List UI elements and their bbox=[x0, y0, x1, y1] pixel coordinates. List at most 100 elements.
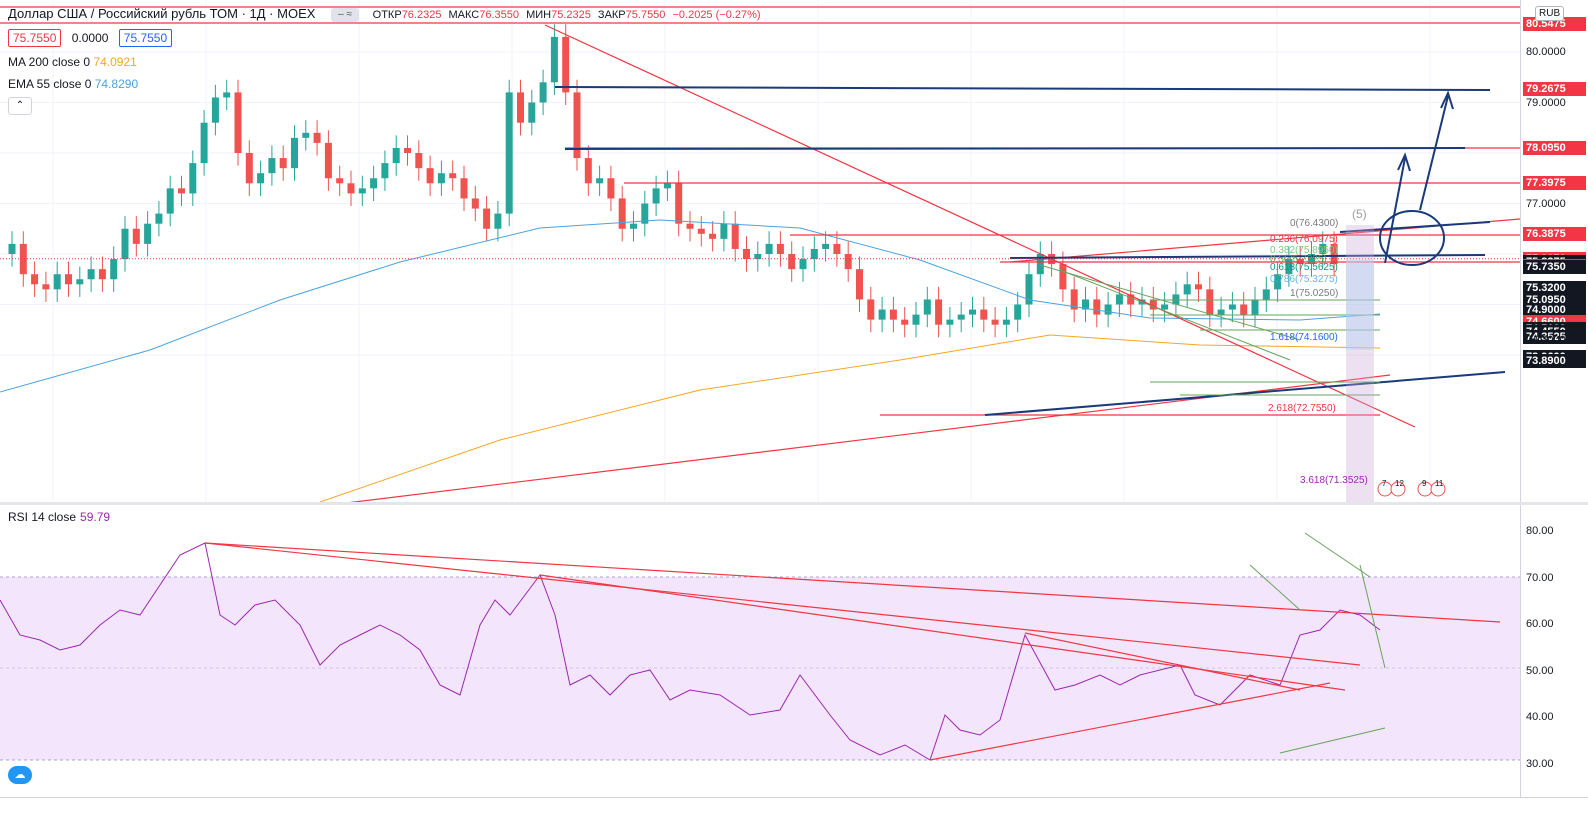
candle-body bbox=[437, 173, 445, 184]
candle-body bbox=[618, 198, 626, 229]
visibility-toggle-icon[interactable]: – ≈ bbox=[331, 7, 360, 22]
navy-trend-line bbox=[564, 147, 1466, 150]
candle-body bbox=[144, 223, 152, 244]
candle-body bbox=[528, 102, 536, 123]
candle-body bbox=[923, 299, 931, 315]
ma-legend[interactable]: MA 200 close 0 74.0921 bbox=[8, 55, 137, 69]
candle-body bbox=[663, 183, 671, 189]
candle-body bbox=[110, 259, 118, 280]
candle-body bbox=[697, 228, 705, 234]
candle-body bbox=[370, 178, 378, 189]
open-label: ОТКР bbox=[372, 9, 402, 21]
ask-box[interactable]: 75.7550 bbox=[118, 29, 173, 47]
candle-body bbox=[279, 158, 287, 169]
candle-body bbox=[675, 183, 683, 224]
candle-body bbox=[223, 92, 231, 98]
high-value: 76.3550 bbox=[479, 9, 520, 21]
candlestick-chart[interactable]: 0(76.4300)0.236(76.0975)0.382(75.8950)0.… bbox=[0, 0, 1520, 502]
rsi-axis-label: 30.00 bbox=[1526, 757, 1554, 770]
rsi-axis-label: 80.00 bbox=[1526, 525, 1554, 537]
fib-label: 3.618(71.3525) bbox=[1300, 475, 1368, 486]
bid-box[interactable]: 75.7550 bbox=[8, 29, 62, 47]
rsi-trend-line bbox=[204, 542, 1501, 623]
projection-zone bbox=[1346, 225, 1374, 502]
candle-body bbox=[31, 274, 39, 285]
close-label: ЗАКР bbox=[597, 9, 626, 21]
candle-body bbox=[1070, 289, 1078, 310]
fib-line bbox=[1039, 264, 1301, 341]
candle-body bbox=[166, 188, 174, 214]
candle-body bbox=[517, 92, 524, 123]
time-axis[interactable] bbox=[0, 797, 1588, 815]
ma200-line bbox=[319, 334, 1381, 502]
candle-body bbox=[1217, 309, 1225, 315]
candle-body bbox=[1082, 299, 1089, 310]
fib-label: 0.618(75.5625) bbox=[1270, 262, 1338, 273]
rsi-axis[interactable]: 80.00 70.00 60.00 50.00 40.00 30.00 bbox=[1520, 505, 1588, 797]
rsi-value: 59.79 bbox=[80, 510, 111, 524]
candle-body bbox=[822, 243, 830, 249]
candle-body bbox=[268, 158, 276, 174]
chevron-up-icon[interactable]: ⌃ bbox=[8, 97, 32, 115]
symbol-legend: Доллар США / Российский рубль ТОМ · 1Д ·… bbox=[8, 6, 761, 22]
candle-body bbox=[1240, 304, 1248, 315]
candle-body bbox=[844, 254, 852, 270]
high-label: МАКС bbox=[448, 9, 480, 21]
up-arrow-icon bbox=[1419, 95, 1449, 211]
ma-value: 74.0921 bbox=[93, 55, 137, 69]
price-axis-label: 76.3875 bbox=[1523, 227, 1586, 242]
fib-line bbox=[1059, 269, 1291, 361]
candle-body bbox=[776, 243, 784, 254]
candle-body bbox=[1262, 289, 1270, 300]
candle-body bbox=[1025, 274, 1033, 305]
ema-legend[interactable]: EMA 55 close 0 74.8290 bbox=[8, 77, 138, 91]
candle-body bbox=[392, 147, 400, 164]
candle-body bbox=[1093, 299, 1101, 315]
rsi-annotation-line bbox=[1249, 564, 1301, 611]
candle-body bbox=[324, 142, 332, 179]
candle-body bbox=[178, 188, 185, 194]
currency-badge[interactable]: RUB bbox=[1535, 6, 1565, 21]
candle-body bbox=[211, 97, 219, 123]
candle-body bbox=[98, 269, 106, 280]
candle-body bbox=[630, 223, 637, 229]
wave-label: (5) bbox=[1352, 207, 1367, 221]
price-chart[interactable]: 0(76.4300) 0.236(76.0975) 0.382(75.8950) 0.… bbox=[0, 0, 1520, 502]
rsi-axis-label: 70.00 bbox=[1526, 571, 1554, 584]
candle-body bbox=[257, 173, 265, 184]
candle-body bbox=[754, 254, 762, 260]
price-axis-label: 79.2675 bbox=[1523, 81, 1586, 96]
rsi-legend[interactable]: RSI 14 close 59.79 bbox=[8, 510, 110, 524]
candle-body bbox=[313, 132, 321, 143]
fib-label: 0(76.4300) bbox=[1290, 218, 1338, 229]
candle-body bbox=[562, 36, 570, 93]
price-axis-label: 75.3200 bbox=[1523, 281, 1586, 296]
navy-trend-line bbox=[984, 371, 1506, 416]
candle-body bbox=[596, 178, 604, 184]
rsi-chart[interactable] bbox=[0, 505, 1520, 797]
pane-separator[interactable] bbox=[0, 502, 1588, 505]
candle-body bbox=[1059, 264, 1067, 290]
price-axis-label: 74.9000 bbox=[1523, 302, 1586, 317]
candle-body bbox=[1206, 289, 1214, 315]
quote-boxes: 75.7550 0.0000 75.7550 bbox=[8, 29, 175, 47]
candle-body bbox=[449, 173, 457, 179]
rsi-pane[interactable] bbox=[0, 505, 1520, 797]
candle-body bbox=[404, 147, 411, 153]
tradingview-cloud-icon[interactable]: ☁ bbox=[8, 766, 32, 784]
event-label: 12 bbox=[1395, 479, 1404, 488]
candle-body bbox=[912, 314, 920, 325]
rsi-annotation-line bbox=[1359, 564, 1386, 669]
low-value: 75.2325 bbox=[551, 9, 591, 21]
price-axis[interactable]: 80.5475 80.0000 79.2675 79.0000 78.0950 77.39… bbox=[1520, 0, 1588, 502]
price-axis-label: 74.3525 bbox=[1523, 330, 1586, 345]
price-axis-label: 75.7350 bbox=[1523, 260, 1586, 275]
price-axis-label: 80.0000 bbox=[1526, 46, 1566, 58]
rsi-axis-label: 40.00 bbox=[1526, 711, 1554, 723]
candle-body bbox=[42, 284, 50, 290]
candle-body bbox=[381, 163, 389, 179]
candle-body bbox=[1228, 304, 1236, 310]
symbol-title[interactable]: Доллар США / Российский рубль ТОМ · 1Д ·… bbox=[8, 6, 316, 21]
candle-body bbox=[652, 188, 660, 204]
candle-body bbox=[709, 233, 717, 239]
